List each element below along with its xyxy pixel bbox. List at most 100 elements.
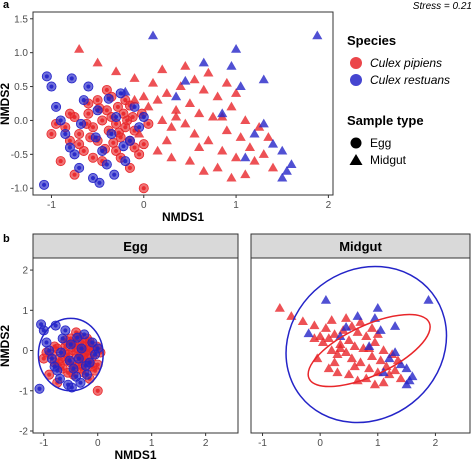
- panel-a-point-0-41: [143, 118, 154, 129]
- panel-b-egg-x-tick-label-3: 2: [203, 438, 209, 449]
- panel-a-point-2-18: [203, 135, 214, 145]
- panel-b-egg-y-tick-label-0: -2: [19, 426, 28, 437]
- panel-a-point-1-20: [134, 122, 145, 133]
- panel-b-egg-point-1-9: [60, 325, 71, 336]
- panel-a-point-2-11: [171, 105, 182, 114]
- panel-a-point-0-35: [55, 156, 66, 167]
- legend-egg-swatch: [350, 137, 362, 149]
- panel-b-egg-point-1-25: [72, 332, 83, 343]
- panel-b-midgut-point-0-37: [369, 379, 380, 389]
- panel-a-point-2-41: [180, 60, 191, 70]
- strip-egg-label: Egg: [123, 239, 148, 254]
- panel-a-point-3-11: [249, 128, 260, 138]
- panel-b-x-axis-title: NMDS1: [114, 448, 156, 462]
- panel-a-point-0-34: [46, 128, 57, 139]
- panel-a-point-1-1: [46, 81, 57, 92]
- panel-a-x-tick-label-2: 1: [233, 200, 239, 211]
- panel-b-egg-point-1-6: [52, 365, 63, 376]
- panel-b-egg-point-1-17: [81, 369, 92, 380]
- panel-a-point-2-46: [171, 111, 182, 121]
- legend-restuans-swatch: [350, 74, 362, 86]
- panel-a-point-2-13: [180, 118, 191, 128]
- panel-a-point-0-7: [97, 115, 108, 126]
- panel-a-point-2-12: [175, 81, 186, 91]
- panel-a-point-2-37: [226, 172, 237, 182]
- panel-a-point-0-21: [88, 152, 99, 163]
- panel-b-midgut-point-1-0: [320, 294, 331, 304]
- panel-b-midgut-point-0-18: [355, 357, 366, 367]
- panel-a-point-1-9: [83, 81, 94, 92]
- ellipse-midgut-restuans: [285, 265, 448, 424]
- panel-a-point-1-26: [118, 141, 129, 152]
- panel-a-point-0-47: [113, 127, 124, 138]
- panel-a-point-1-15: [111, 112, 122, 123]
- panel-b-midgut-point-0-7: [323, 333, 334, 342]
- panel-b-midgut-point-1-7: [401, 363, 412, 373]
- panel-a-point-1-4: [60, 128, 71, 139]
- panel-b-midgut-point-0-34: [343, 369, 355, 379]
- panel-b-midgut-point-1-13: [390, 347, 401, 357]
- panel-b-midgut-point-0-22: [366, 351, 378, 361]
- panel-a-point-2-4: [138, 91, 149, 101]
- legend-species-title: Species: [347, 33, 396, 48]
- panel-a-point-1-13: [101, 159, 112, 170]
- panel-a-point-0-38: [138, 183, 149, 194]
- panel-a-points: [39, 30, 323, 194]
- panel-a-point-2-32: [152, 145, 163, 155]
- panel-a-point-1-25: [103, 93, 114, 104]
- panel-a-point-2-9: [161, 88, 172, 97]
- panel-b-midgut-x-tick-label-2: 1: [375, 438, 381, 449]
- panel-a-point-2-1: [92, 57, 103, 67]
- panel-a-point-2-14: [184, 98, 195, 107]
- panel-a-point-2-22: [221, 125, 232, 135]
- panel-b-midgut-point-1-14: [364, 341, 375, 351]
- panel-a-point-1-18: [124, 135, 135, 146]
- panel-a-point-3-1: [120, 86, 131, 96]
- panel-a-point-0-1: [60, 122, 71, 133]
- panel-a-point-2-45: [189, 74, 200, 84]
- panel-a-point-3-18: [286, 159, 297, 168]
- panel-b-egg-point-1-29: [75, 377, 86, 388]
- panel-a-point-2-26: [240, 115, 251, 124]
- strip-egg: [32, 233, 239, 259]
- panel-b-midgut-point-0-48: [329, 357, 340, 367]
- panel-b-egg-point-1-8: [57, 333, 68, 344]
- panel-a-point-0-33: [64, 135, 75, 146]
- legend-sample-midgut: Midgut: [370, 153, 407, 167]
- panel-a-point-2-31: [267, 162, 279, 172]
- panel-a-point-2-34: [184, 155, 195, 165]
- panel-a-point-3-4: [226, 60, 237, 70]
- panel-a-point-0-15: [120, 122, 131, 133]
- panel-b-midgut-point-0-43: [366, 323, 378, 332]
- panel-b-points: [34, 294, 434, 396]
- panel-a-y-tick-label-0: -1.0: [11, 184, 29, 195]
- panel-a-y-tick-label-5: 1.5: [14, 14, 28, 25]
- panel-a-point-2-3: [129, 73, 140, 82]
- panel-b-midgut-point-0-10: [332, 349, 343, 359]
- panel-a-point-2-0: [74, 44, 85, 53]
- panel-a-point-1-0: [41, 71, 52, 82]
- panel-b-egg-y-tick-label-1: -1: [19, 386, 28, 397]
- panel-b-egg-point-1-7: [54, 373, 65, 384]
- panel-a-point-0-11: [111, 118, 122, 129]
- panel-a-point-2-23: [226, 101, 237, 111]
- panel-a-point-3-12: [240, 152, 251, 162]
- panel-a-point-1-14: [106, 128, 117, 139]
- panel-a-point-2-10: [166, 121, 177, 131]
- panel-a-point-2-5: [143, 101, 154, 111]
- panel-b-egg-x-tick-label-0: -1: [39, 438, 48, 449]
- panel-b-midgut-point-0-8: [326, 345, 337, 355]
- panel-b-egg-y-tick-label-2: 0: [22, 346, 28, 357]
- panel-a-point-0-20: [78, 145, 89, 156]
- panel-b-egg-y-tick-label-3: 1: [22, 306, 28, 317]
- panel-a-point-2-35: [198, 166, 209, 175]
- panel-a-point-2-25: [235, 132, 246, 141]
- panel-a-point-1-23: [76, 118, 87, 129]
- panel-a-point-3-14: [217, 108, 228, 118]
- legend-sample-egg: Egg: [370, 136, 391, 150]
- panel-a-point-1-7: [74, 162, 85, 173]
- panel-b-midgut-point-0-38: [378, 377, 389, 387]
- panel-a-point-2-43: [221, 77, 232, 87]
- panel-b-midgut-point-0-14: [343, 335, 355, 344]
